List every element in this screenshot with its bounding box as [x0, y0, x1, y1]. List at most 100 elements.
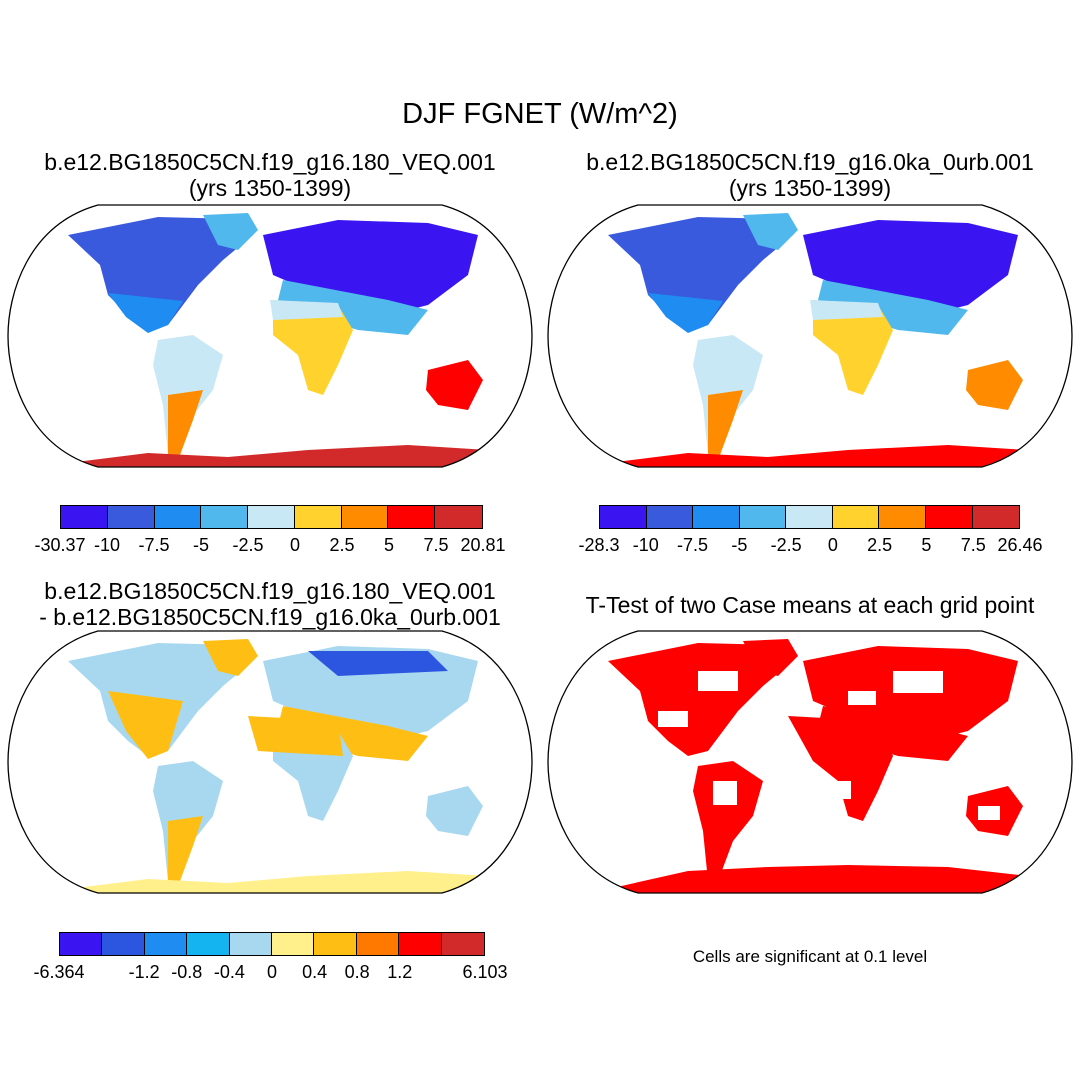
colorbar-segment [229, 933, 273, 955]
colorbar-segment [187, 933, 230, 955]
colorbar-segment [435, 506, 483, 528]
colorbar-tick-label: 0 [289, 535, 301, 555]
map-border [547, 630, 1073, 894]
colorbar-tick-label: -1.2 [128, 962, 160, 982]
colorbar-tick-label: 2.5 [867, 535, 893, 555]
colorbar-tick-label: 6.103 [462, 962, 508, 982]
colorbar-tick-label: 7.5 [423, 535, 449, 555]
colorbar-segment [144, 933, 188, 955]
colorbar-tick-label: 7.5 [960, 535, 986, 555]
panel-title-line: (yrs 1350-1399) [188, 175, 352, 201]
colorbar-tick-label: -2.5 [232, 535, 264, 555]
panel-title-line: b.e12.BG1850C5CN.f19_g16.180_VEQ.001 [44, 578, 496, 604]
panel-title-diff: b.e12.BG1850C5CN.f19_g16.180_VEQ.001 - b… [0, 578, 540, 630]
colorbar-segment [60, 933, 103, 955]
colorbar-segment [314, 933, 357, 955]
colorbar-tick-label: -7.5 [677, 535, 709, 555]
colorbar-tick-label: -5 [731, 535, 748, 555]
land-africa-north [248, 716, 343, 756]
colorbar-tick-label: 1.2 [387, 962, 413, 982]
colorbar-tick-label: -6.364 [33, 962, 85, 982]
colorbar-tick-label: 0 [827, 535, 838, 555]
colorbar-tick-label: 2.5 [329, 535, 355, 555]
colorbar-segment [341, 506, 389, 528]
land-south-america [693, 761, 763, 881]
colorbar-segment [154, 506, 202, 528]
panel-title-case1: b.e12.BG1850C5CN.f19_g16.180_VEQ.001 (yr… [0, 149, 540, 201]
land-greenland [203, 213, 258, 250]
colorbar-tick-label: 0.4 [302, 962, 328, 982]
colorbar-segment [399, 933, 442, 955]
colorbar-tick-label: -5 [192, 535, 210, 555]
colorbar-segment [646, 506, 694, 528]
map-diff [7, 630, 533, 894]
panel-title-line: b.e12.BG1850C5CN.f19_g16.180_VEQ.001 [44, 149, 496, 175]
colorbar-tick-label: -7.5 [138, 535, 170, 555]
land-south-america-south [168, 390, 203, 455]
land-north-america [68, 217, 253, 330]
colorbar-tick-label: -0.4 [213, 962, 245, 982]
land-antarctica [8, 871, 532, 893]
colorbar-segment [102, 933, 145, 955]
colorbar-tick-label: 5 [383, 535, 395, 555]
colorbar-tick-label: 26.46 [997, 535, 1043, 555]
colorbar-segment [441, 933, 485, 955]
colorbar-segment [879, 506, 926, 528]
colorbar-segment [972, 506, 1020, 528]
land-australia [426, 360, 483, 410]
colorbar-tick-label: 0.8 [344, 962, 370, 982]
map-border [7, 630, 533, 894]
colorbar-tick-label: -0.8 [171, 962, 203, 982]
colorbar-tick-label: -30.37 [34, 535, 86, 555]
land-africa [273, 300, 353, 395]
significance-note: Cells are significant at 0.1 level [692, 947, 928, 966]
colorbar-segment [356, 933, 400, 955]
colorbar-tick-label: -28.3 [578, 535, 620, 555]
land-south-america-south [708, 390, 743, 455]
colorbar-tick-label: -2.5 [770, 535, 802, 555]
panel-title-case2: b.e12.BG1850C5CN.f19_g16.0ka_0urb.001 (y… [540, 149, 1080, 201]
land-antarctica [548, 445, 1072, 467]
land-africa [813, 300, 893, 395]
land-asia-south [818, 280, 968, 335]
land-north-america-south [108, 293, 183, 333]
map-ttest [547, 630, 1073, 894]
colorbar-tick-label: -10 [93, 535, 121, 555]
colorbar-segment [201, 506, 249, 528]
map-case2 [547, 204, 1073, 468]
land-asia-south [278, 280, 428, 335]
colorbar-tick-label: 0 [266, 962, 278, 982]
figure-title: DJF FGNET (W/m^2) [402, 98, 678, 130]
land-australia [426, 786, 483, 836]
colorbar-segment [693, 506, 740, 528]
land-australia [966, 360, 1023, 410]
colorbar-segment [739, 506, 787, 528]
land-north-america [608, 217, 793, 330]
land-south-america-south [168, 816, 203, 881]
map-border [7, 204, 533, 468]
land-africa-north [810, 300, 883, 320]
colorbar-segment [388, 506, 436, 528]
colorbar-segment [248, 506, 295, 528]
land-africa [788, 716, 893, 821]
panel-title-line: (yrs 1350-1399) [728, 175, 892, 201]
land-africa-north [270, 300, 343, 320]
land-north-america [608, 643, 793, 756]
colorbar-segment [107, 506, 155, 528]
colorbar-segment [925, 506, 973, 528]
colorbar-segment [61, 506, 108, 528]
land-greenland [203, 639, 258, 676]
panel-title-line: - b.e12.BG1850C5CN.f19_g16.0ka_0urb.001 [39, 604, 501, 630]
panel-title-line: T-Test of two Case means at each grid po… [585, 592, 1035, 618]
colorbar-tick-label: -10 [632, 535, 659, 555]
map-case1 [7, 204, 533, 468]
land-north-america-south [648, 293, 723, 333]
map-border [547, 204, 1073, 468]
colorbar-segment [600, 506, 647, 528]
colorbar-tick-label: 5 [921, 535, 932, 555]
panel-title-ttest: T-Test of two Case means at each grid po… [540, 592, 1080, 618]
land-greenland [743, 639, 798, 676]
land-north-america-south [108, 691, 183, 759]
colorbar-segment [832, 506, 880, 528]
land-eurasia-north [308, 651, 448, 676]
